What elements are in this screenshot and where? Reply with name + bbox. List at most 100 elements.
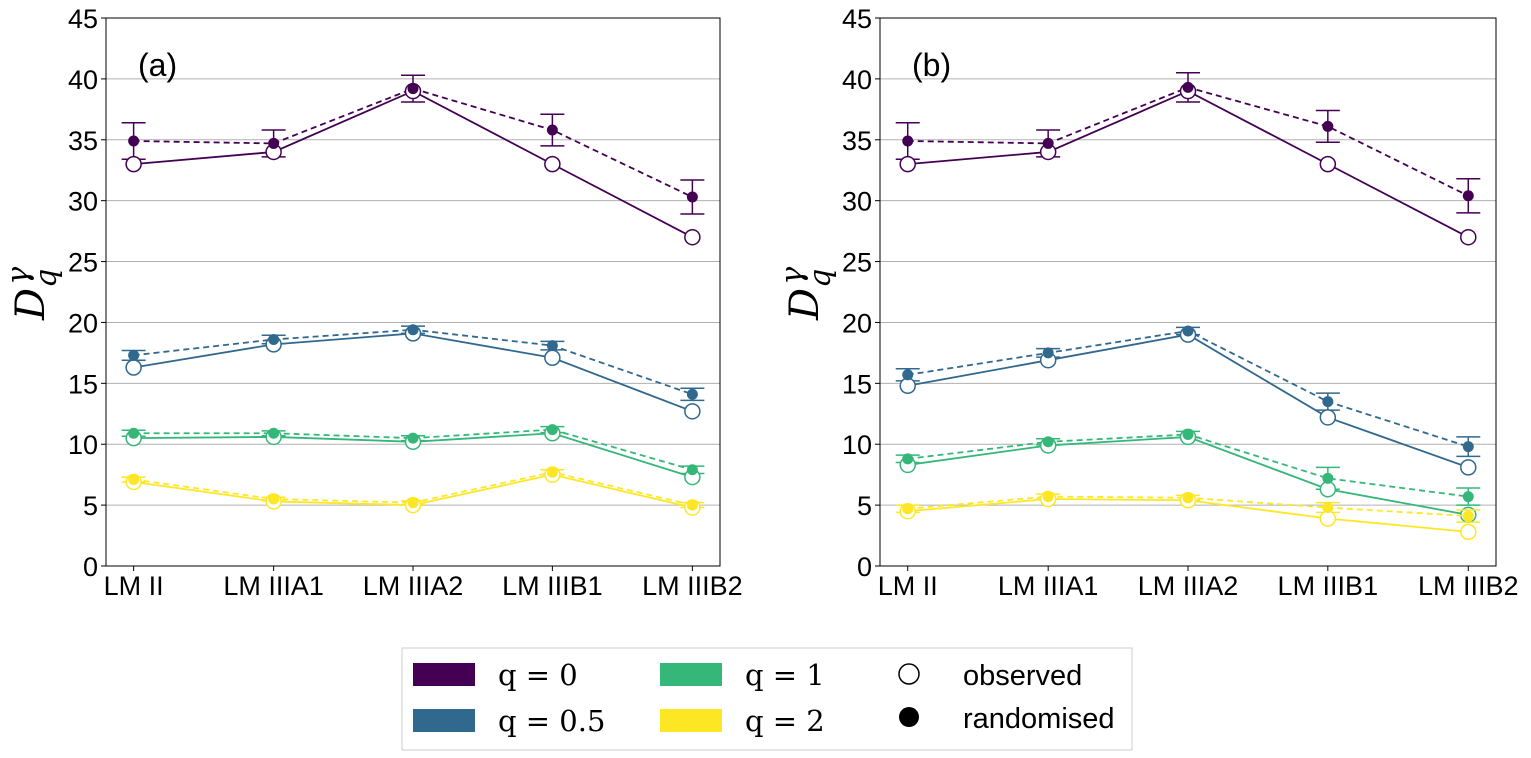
randomised-point xyxy=(1462,491,1474,503)
observed-point xyxy=(544,155,561,173)
x-tick-label: LM II xyxy=(878,571,938,601)
randomised-point xyxy=(1042,436,1054,448)
y-tick-label: 5 xyxy=(857,491,872,521)
legend: q = 0 q = 0.5 q = 1 q = 2 observed rando… xyxy=(401,647,1133,751)
randomised-point xyxy=(546,424,558,436)
randomised-point xyxy=(1042,137,1054,149)
randomised-point xyxy=(546,466,558,478)
observed-line xyxy=(907,333,1469,469)
randomised-point xyxy=(546,124,558,136)
randomised-point xyxy=(686,388,698,400)
y-tick-label: 0 xyxy=(857,552,872,582)
randomised-point xyxy=(686,191,698,203)
x-tick-label: LM IIIB1 xyxy=(1278,571,1379,601)
y-tick-label: 40 xyxy=(842,65,872,95)
randomised-point xyxy=(1322,120,1334,132)
observed-line xyxy=(133,90,693,238)
observed-point xyxy=(544,349,561,367)
legend-swatch-q1 xyxy=(660,663,722,686)
y-tick-label: 15 xyxy=(842,369,872,399)
randomised-point xyxy=(1462,190,1474,202)
randomised-point xyxy=(128,135,140,147)
y-axis-label: Dqγ xyxy=(1,267,64,321)
legend-label-q1: q = 1 xyxy=(745,658,825,692)
observed-point xyxy=(1319,481,1337,498)
panel-label: (b) xyxy=(912,47,951,83)
legend-randomised-marker xyxy=(899,707,919,727)
randomised-point xyxy=(1042,347,1054,359)
randomised-point xyxy=(128,474,140,486)
y-tick-label: 40 xyxy=(68,65,98,95)
series-q0 xyxy=(121,74,705,246)
legend-label-q05: q = 0.5 xyxy=(498,704,605,738)
randomised-point xyxy=(902,503,914,515)
panel-b: 0 5 10 15 20 25 30 35 40 45 LM II LM IIIA1 LM IIIA2 L… xyxy=(775,4,1519,601)
y-tick-label: 15 xyxy=(68,369,98,399)
y-tick-label: 10 xyxy=(842,430,872,460)
observed-line xyxy=(907,90,1469,238)
legend-label-q0: q = 0 xyxy=(498,658,578,692)
observed-point xyxy=(1460,459,1477,476)
observed-point xyxy=(1319,155,1337,173)
observed-point xyxy=(899,377,916,395)
randomised-line xyxy=(907,86,1469,197)
panel-label: (a) xyxy=(138,47,177,83)
legend-swatch-q05 xyxy=(413,709,475,732)
randomised-line xyxy=(133,428,693,471)
randomised-point xyxy=(546,340,558,352)
randomised-point xyxy=(1182,81,1194,93)
series-q05 xyxy=(895,325,1481,476)
x-tick-label: LM II xyxy=(104,571,164,601)
observed-point xyxy=(684,403,701,420)
x-tick-label: LM IIIB2 xyxy=(642,571,743,601)
y-tick-label: 25 xyxy=(68,248,98,278)
legend-frame xyxy=(401,647,1133,751)
y-tick-label: 30 xyxy=(842,187,872,217)
series-q2 xyxy=(895,490,1481,541)
x-tick-label: LM IIIA2 xyxy=(363,571,464,601)
observed-point xyxy=(125,359,142,376)
x-tick-label: LM IIIA2 xyxy=(1138,571,1239,601)
observed-point xyxy=(899,155,916,173)
randomised-point xyxy=(1322,396,1334,408)
randomised-point xyxy=(1042,491,1054,503)
randomised-point xyxy=(268,137,280,149)
observed-point xyxy=(1460,523,1477,541)
y-tick-label: 25 xyxy=(842,248,872,278)
randomised-point xyxy=(1462,510,1474,522)
y-tick-label: 35 xyxy=(842,126,872,156)
series-q1 xyxy=(895,428,1481,524)
series-q1 xyxy=(121,424,705,486)
randomised-point xyxy=(128,427,140,439)
x-tick-label: LM IIIA1 xyxy=(998,571,1099,601)
observed-point xyxy=(684,228,701,246)
randomised-point xyxy=(128,349,140,361)
randomised-point xyxy=(902,453,914,465)
y-tick-label: 5 xyxy=(83,491,98,521)
legend-observed-marker xyxy=(898,663,920,685)
observed-point xyxy=(1319,510,1337,527)
y-tick-label: 20 xyxy=(842,308,872,338)
y-tick-label: 20 xyxy=(68,308,98,338)
randomised-point xyxy=(902,369,914,381)
randomised-point xyxy=(268,333,280,345)
series-q05 xyxy=(121,324,705,420)
y-tick-label: 35 xyxy=(68,126,98,156)
series-q2 xyxy=(121,466,705,516)
legend-label-q2: q = 2 xyxy=(745,704,825,738)
legend-randomised-label: randomised xyxy=(963,703,1115,735)
randomised-point xyxy=(407,83,419,95)
randomised-point xyxy=(1462,441,1474,453)
y-tick-label: 30 xyxy=(68,187,98,217)
observed-point xyxy=(1319,409,1337,426)
y-tick-label: 45 xyxy=(68,4,98,34)
randomised-point xyxy=(407,324,419,336)
y-tick-label: 0 xyxy=(83,552,98,582)
randomised-point xyxy=(1182,325,1194,337)
legend-observed-label: observed xyxy=(963,660,1082,692)
y-tick-label: 10 xyxy=(68,430,98,460)
randomised-point xyxy=(1182,492,1194,504)
randomised-point xyxy=(407,432,419,444)
randomised-point xyxy=(1182,428,1194,440)
